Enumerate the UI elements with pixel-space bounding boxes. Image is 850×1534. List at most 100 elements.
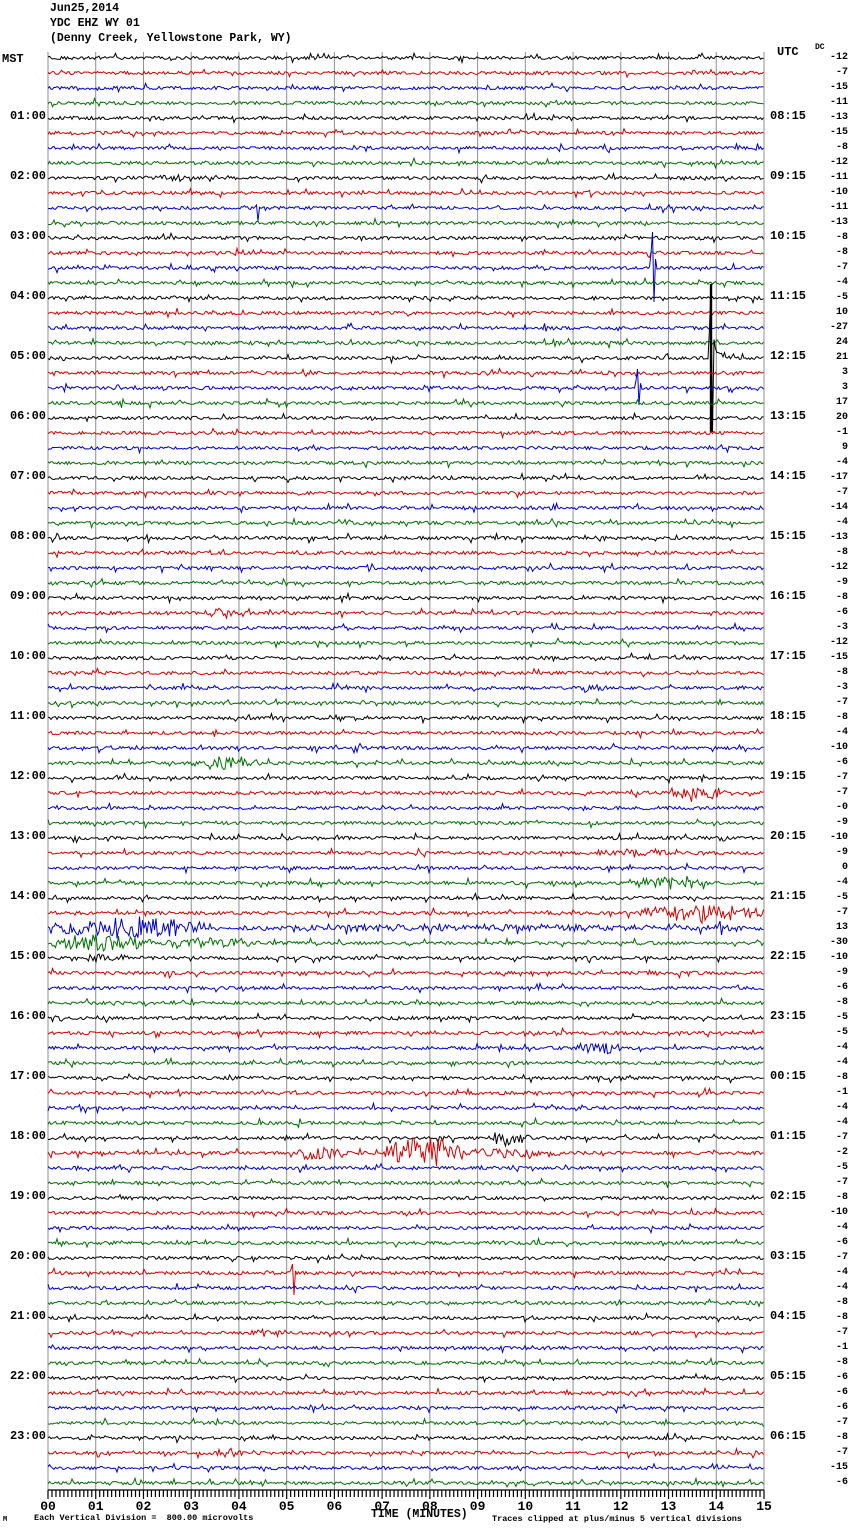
seismic-trace-row-83 xyxy=(47,1282,764,1294)
header-station: YDC EHZ WY 01 xyxy=(50,17,140,30)
utc-axis-label: UTC xyxy=(777,45,799,59)
seismic-trace-row-79 xyxy=(47,1222,764,1235)
seismic-trace-row-41 xyxy=(47,651,764,663)
seismic-trace-row-38 xyxy=(47,606,764,621)
seismic-trace-row-4 xyxy=(47,96,764,108)
seismic-trace-row-32 xyxy=(47,516,764,530)
seismic-trace-row-40 xyxy=(47,637,764,650)
seismic-trace-row-18 xyxy=(47,307,764,319)
seismic-trace-row-45 xyxy=(47,711,764,725)
seismic-trace-row-88 xyxy=(47,1356,764,1368)
seismic-trace-row-12 xyxy=(47,216,764,230)
seismic-trace-row-60 xyxy=(47,934,764,952)
seismic-trace-row-73 xyxy=(48,1131,764,1148)
seismic-trace-row-54 xyxy=(47,846,764,859)
seismic-trace-row-96 xyxy=(47,1476,764,1489)
seismic-trace-row-3 xyxy=(47,81,764,94)
seismic-trace-row-42 xyxy=(47,666,764,678)
seismic-trace-row-33 xyxy=(47,531,764,545)
seismic-trace-row-48 xyxy=(47,756,764,771)
seismic-trace-row-52 xyxy=(47,818,764,830)
seismic-trace-row-37 xyxy=(47,591,764,605)
seismic-trace-row-50 xyxy=(47,786,764,802)
seismic-trace-row-59 xyxy=(47,916,764,939)
seismic-trace-row-82 xyxy=(47,1263,764,1296)
seismic-trace-row-58 xyxy=(47,904,764,925)
seismic-trace-row-29 xyxy=(47,471,764,484)
seismic-trace-row-92 xyxy=(47,1417,764,1427)
seismic-trace-row-46 xyxy=(47,727,764,740)
scale-note: Each Vertical Division = 800.00 microvol… xyxy=(34,1513,254,1523)
seismic-trace-row-90 xyxy=(47,1386,764,1398)
seismic-trace-row-15 xyxy=(47,231,764,303)
seismic-trace-row-7 xyxy=(47,141,764,155)
seismic-trace-row-27 xyxy=(47,443,764,455)
seismic-trace-row-56 xyxy=(47,875,764,890)
seismic-trace-row-14 xyxy=(47,246,764,259)
seismic-trace-row-62 xyxy=(47,966,764,979)
seismic-trace-row-31 xyxy=(47,501,764,515)
seismic-trace-row-66 xyxy=(47,1026,764,1040)
seismic-trace-row-8 xyxy=(47,156,764,170)
seismic-trace-row-81 xyxy=(47,1253,764,1264)
seismic-trace-row-25 xyxy=(47,411,764,423)
seismic-trace-row-5 xyxy=(47,111,764,125)
dc-column-label: DC xyxy=(815,43,825,52)
seismic-trace-row-64 xyxy=(47,996,764,1008)
seismic-trace-row-53 xyxy=(47,831,764,845)
seismic-trace-row-16 xyxy=(47,276,764,290)
seismic-trace-row-51 xyxy=(48,801,764,812)
seismic-trace-row-95 xyxy=(47,1462,764,1474)
seismic-trace-row-44 xyxy=(47,697,764,710)
seismic-trace-row-57 xyxy=(47,891,764,904)
x-axis-title: TIME (MINUTES) xyxy=(371,1508,468,1521)
seismic-trace-row-21 xyxy=(47,283,764,433)
seismic-trace-row-75 xyxy=(47,1162,764,1174)
seismic-trace-row-13 xyxy=(47,231,764,244)
seismic-trace-row-72 xyxy=(47,1116,764,1129)
seismic-trace-row-6 xyxy=(47,127,764,139)
seismic-trace-row-36 xyxy=(47,577,764,589)
seismic-trace-row-35 xyxy=(47,561,764,575)
seismic-trace-row-10 xyxy=(47,186,764,200)
seismic-trace-row-9 xyxy=(47,171,764,185)
mst-axis-label: MST xyxy=(2,52,24,66)
seismic-trace-row-91 xyxy=(47,1403,764,1415)
seismic-trace-row-55 xyxy=(47,862,764,875)
seismic-trace-row-2 xyxy=(47,68,764,79)
seismic-trace-row-71 xyxy=(47,1101,764,1115)
seismic-trace-row-86 xyxy=(47,1327,764,1339)
seismic-trace-row-61 xyxy=(47,953,764,965)
seismic-trace-row-39 xyxy=(47,621,764,634)
seismic-trace-row-23 xyxy=(47,368,764,406)
seismic-trace-row-85 xyxy=(47,1311,764,1324)
seismic-trace-row-77 xyxy=(47,1193,764,1202)
seismic-trace-row-63 xyxy=(47,981,764,994)
seismic-trace-row-78 xyxy=(47,1206,764,1219)
corner-mark: M xyxy=(3,1516,8,1524)
seismic-trace-row-94 xyxy=(47,1446,764,1460)
seismic-trace-row-89 xyxy=(47,1372,764,1384)
seismic-trace-row-74 xyxy=(47,1137,764,1167)
header-location: (Denny Creek, Yellowstone Park, WY) xyxy=(50,32,292,45)
header-date: Jun25,2014 xyxy=(50,2,120,15)
seismic-trace-row-24 xyxy=(47,397,764,410)
seismic-trace-row-30 xyxy=(47,488,764,499)
seismic-trace-row-69 xyxy=(47,1072,764,1084)
seismic-trace-row-49 xyxy=(47,772,764,785)
seismic-trace-row-70 xyxy=(47,1086,764,1100)
seismic-trace-row-34 xyxy=(47,548,764,559)
seismic-trace-row-67 xyxy=(47,1041,764,1055)
seismic-trace-row-84 xyxy=(47,1298,764,1308)
seismic-trace-row-80 xyxy=(47,1236,764,1249)
seismic-trace-row-1 xyxy=(47,51,764,65)
seismic-trace-row-28 xyxy=(47,458,764,469)
seismic-trace-row-93 xyxy=(47,1432,764,1444)
seismic-trace-row-19 xyxy=(47,322,764,333)
seismic-trace-row-87 xyxy=(47,1343,764,1355)
clip-note: Traces clipped at plus/minus 5 vertical … xyxy=(492,1514,742,1524)
seismic-trace-row-17 xyxy=(47,293,764,305)
seismic-trace-row-76 xyxy=(47,1177,764,1188)
